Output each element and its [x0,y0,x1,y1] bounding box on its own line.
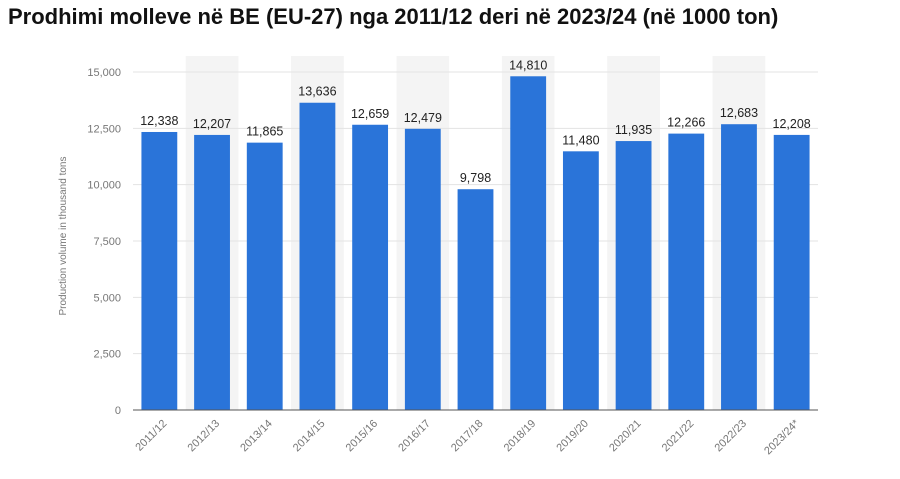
y-tick-label: 0 [115,405,121,417]
data-label: 12,338 [140,114,178,128]
data-label: 11,480 [562,133,599,147]
x-tick-label: 2023/24* [762,417,802,457]
bar [615,141,652,410]
bar [194,134,230,410]
bar [721,124,757,411]
x-tick-label: 2013/14 [238,418,275,455]
data-label: 12,208 [773,117,811,131]
y-tick-label: 10,000 [87,180,121,192]
data-label: 12,207 [193,117,231,131]
bar [352,124,389,410]
x-tick-label: 2014/15 [291,418,328,455]
x-tick-label: 2012/13 [186,418,223,455]
bar [510,76,547,410]
data-label: 13,636 [298,85,336,99]
x-tick-label: 2020/21 [607,418,644,455]
bars [141,76,810,411]
data-labels: 12,338 12,207 11,865 13,636 12,659 12,479 9,79… [140,58,811,185]
x-tick-label: 2011/12 [133,418,169,454]
x-tick-label: 2021/22 [660,418,697,455]
y-tick-label: 5,000 [93,292,121,304]
x-tick-label: 2015/16 [344,418,381,455]
chart-title: Prodhimi molleve në BE (EU-27) nga 2011/… [8,4,779,29]
x-axis-ticks: 2011/12 2012/13 2013/14 2014/15 2015/16 2016/… [133,417,802,457]
y-axis-ticks: 0 2,500 5,000 7,500 10,000 12,500 15,000 [87,67,121,417]
x-tick-label: 2016/17 [396,418,433,455]
y-axis-label: Production volume in thousand tons [58,157,69,316]
y-tick-label: 2,500 [93,349,121,361]
y-tick-label: 15,000 [87,67,121,79]
y-tick-label: 7,500 [93,236,121,248]
bar [773,134,810,410]
x-tick-label: 2017/18 [449,418,486,455]
data-label: 12,683 [720,106,758,120]
bar [404,128,441,411]
bar [668,133,705,410]
data-label: 12,479 [404,111,442,125]
bar [299,102,336,410]
x-tick-label: 2018/19 [502,418,539,455]
bar [246,142,283,410]
data-label: 11,865 [246,125,283,139]
data-label: 11,935 [615,123,652,137]
x-tick-label: 2022/23 [712,418,749,455]
data-label: 12,266 [667,116,705,130]
bar [457,189,494,410]
data-label: 9,798 [460,171,491,185]
bar [141,131,178,410]
bar [562,151,599,411]
x-tick-label: 2019/20 [554,418,591,455]
y-tick-label: 12,500 [87,123,121,135]
data-label: 12,659 [351,107,389,121]
data-label: 14,810 [509,58,547,72]
